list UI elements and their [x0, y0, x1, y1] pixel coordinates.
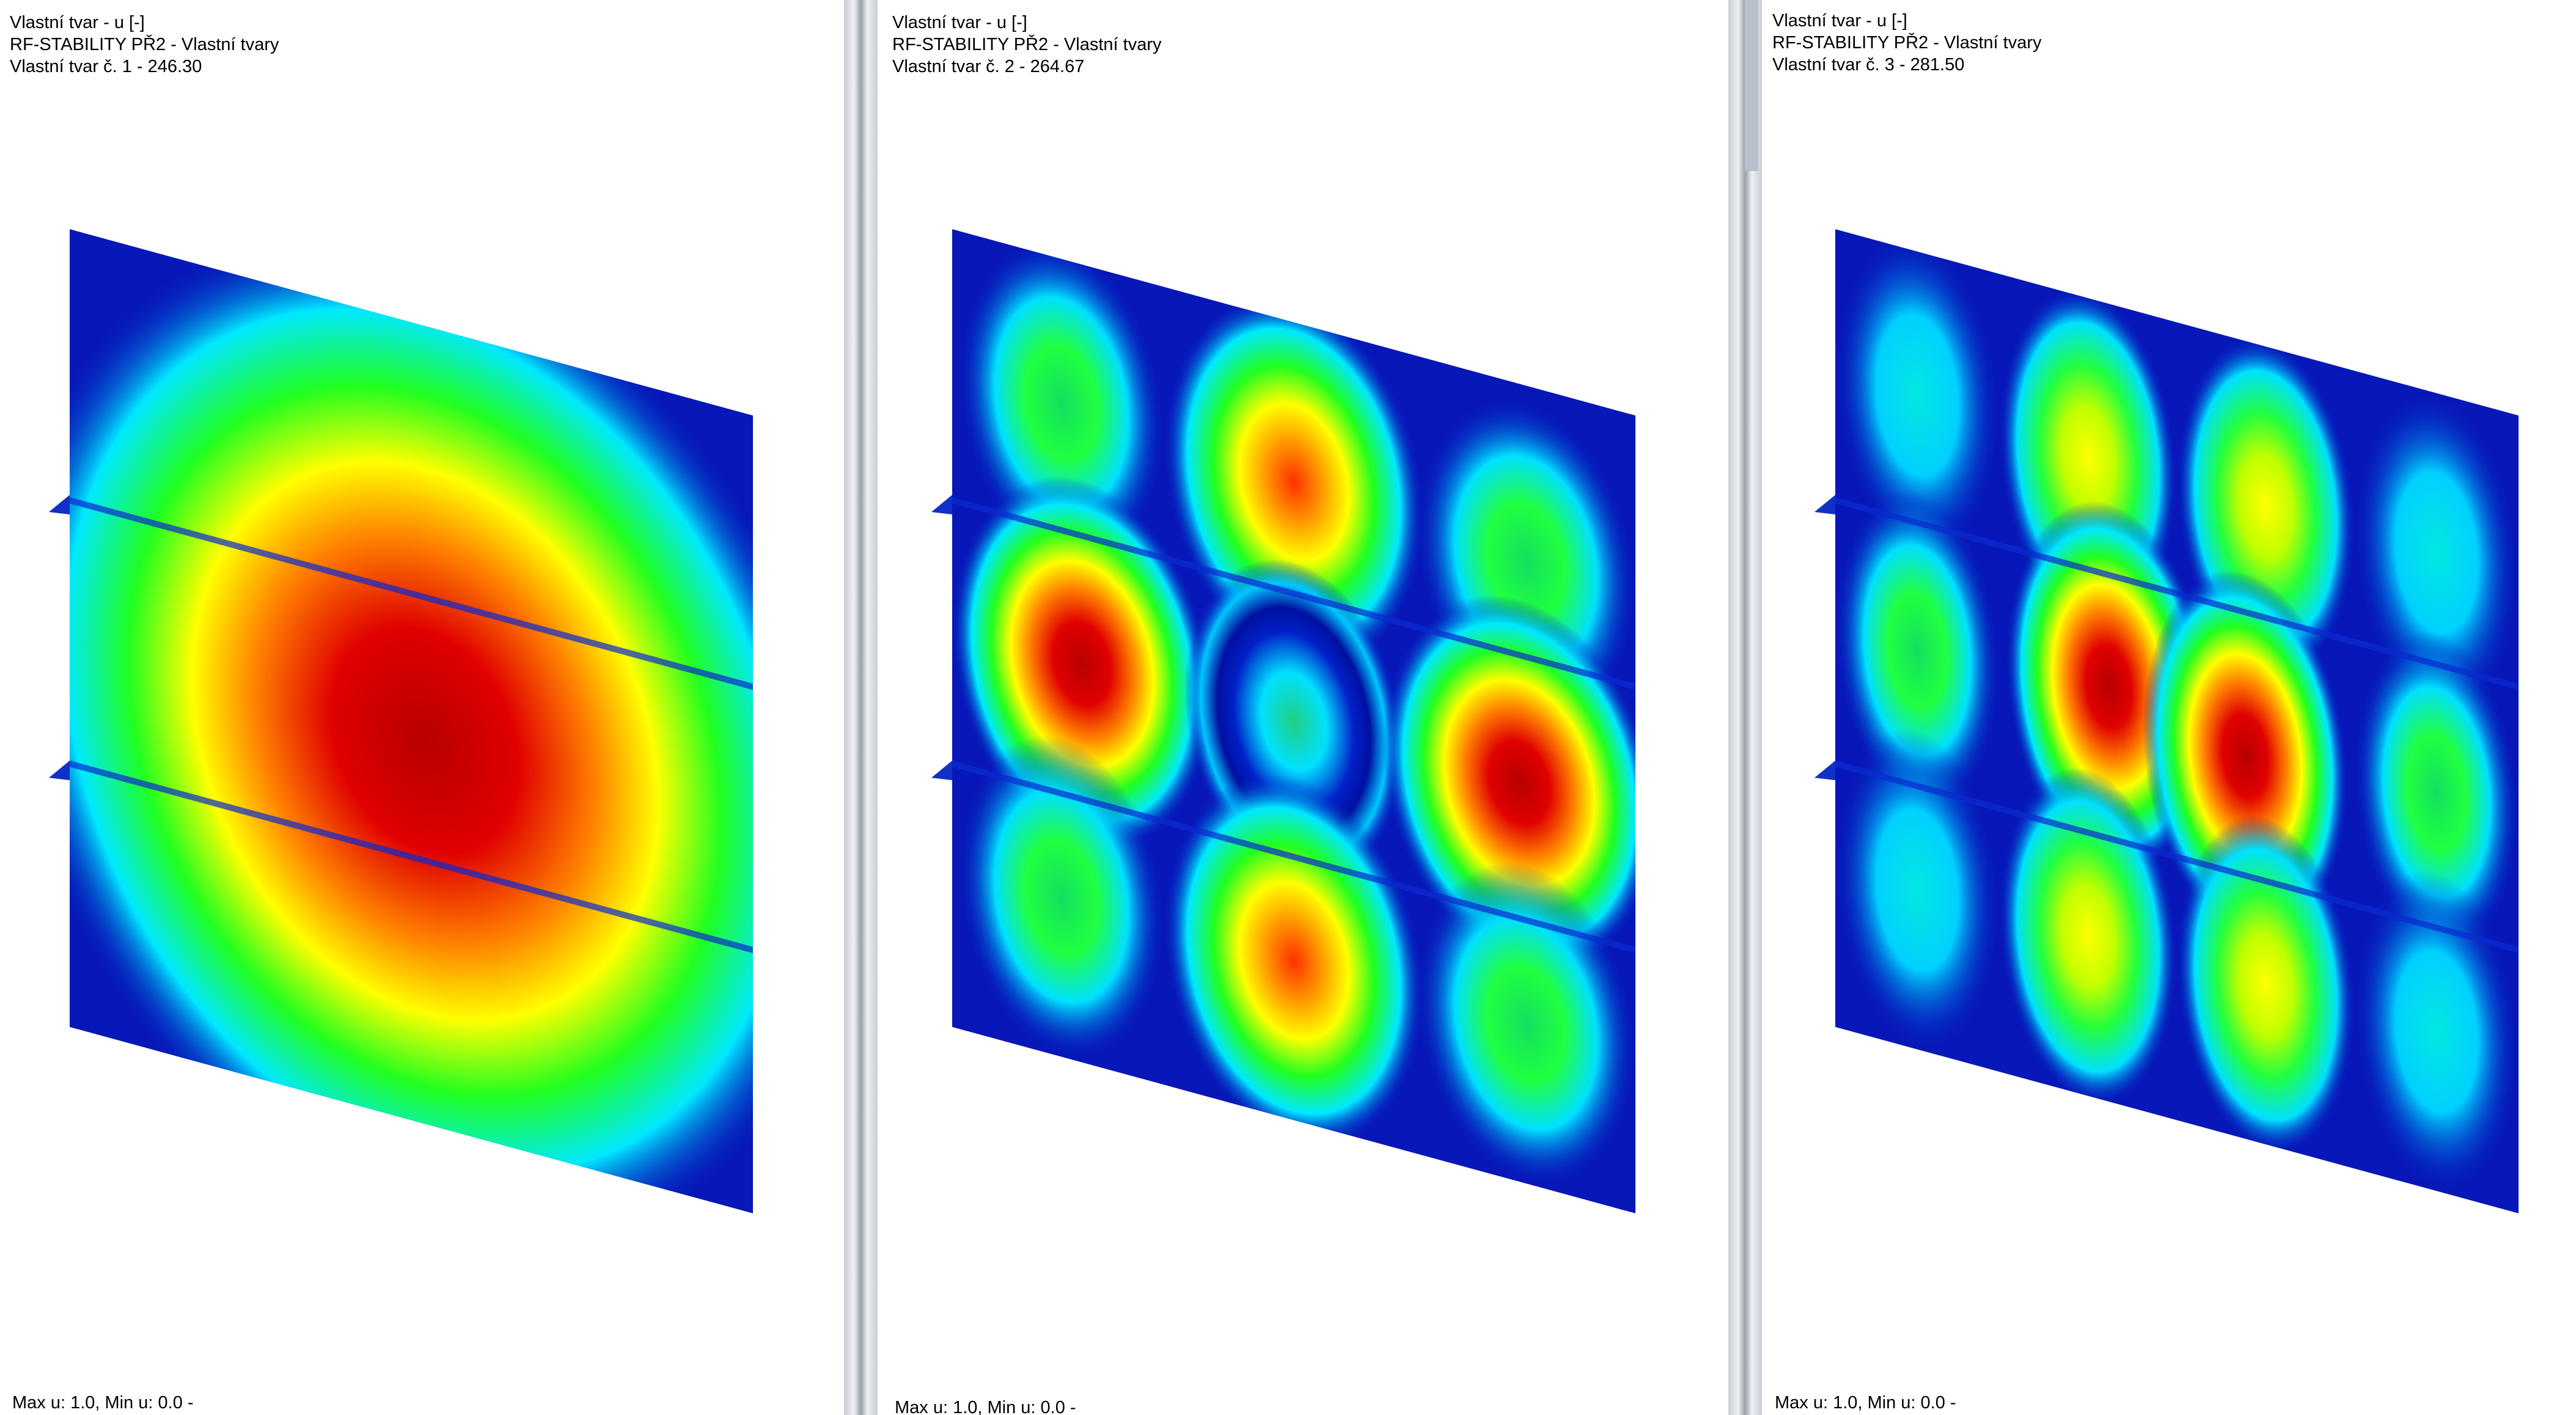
footer-info: Max u: 1.0, Min u: 0.0 - [895, 1398, 1076, 1415]
stiffener-edge [49, 761, 70, 780]
info-line: Vlastní tvar - u [-] [1772, 11, 1907, 31]
splitter[interactable] [1728, 0, 1762, 1415]
viewport-panel: Vlastní tvar - u [-]RF-STABILITY PŘ2 - V… [1772, 11, 2519, 1413]
contour-blob [1417, 861, 1635, 1186]
stiffener [952, 755, 1635, 954]
stiffener [1835, 491, 2519, 690]
contour-blob [70, 233, 753, 1213]
footer-info: Max u: 1.0, Min u: 0.0 - [1775, 1393, 1956, 1413]
info-line: Vlastní tvar č. 2 - 264.67 [892, 57, 1084, 76]
contour-blob [1164, 773, 1424, 1148]
contour-blob [959, 735, 1164, 1059]
contour-blob [1835, 233, 2000, 557]
stiffener-edge [1815, 761, 1835, 780]
stiffener-edge [49, 495, 70, 514]
info-line: RF-STABILITY PŘ2 - Vlastní tvary [892, 34, 1162, 54]
contour-blob [1382, 595, 1635, 970]
stiffener-edge [931, 495, 952, 514]
panels: Vlastní tvar - u [-]RF-STABILITY PŘ2 - V… [10, 11, 2519, 1415]
plate [1835, 229, 2519, 1213]
stiffener-edge [1815, 495, 1835, 514]
contour-blob [2177, 815, 2355, 1155]
contour-blob [2354, 631, 2519, 954]
contour-blob [959, 240, 1164, 565]
plate [952, 229, 1635, 1213]
stiffener-edge [931, 761, 952, 780]
info-line: RF-STABILITY PŘ2 - Vlastní tvary [10, 34, 279, 54]
splitter[interactable] [844, 0, 878, 1415]
info-line: Vlastní tvar - u [-] [892, 13, 1027, 32]
scrollbar[interactable] [1745, 0, 1758, 171]
stiffener [70, 755, 753, 954]
viewport-panel: Vlastní tvar - u [-] RF-STABILITY PŘ2 - V… [892, 13, 1635, 1415]
viewport-panel: Vlastní tvar - u [-] RF-STABILITY PŘ2 - V… [10, 13, 753, 1413]
contour-blob [1999, 767, 2177, 1106]
stiffener [952, 491, 1635, 690]
plate [70, 229, 753, 1213]
contour-blob [1835, 489, 2000, 812]
info-line: RF-STABILITY PŘ2 - Vlastní tvary [1772, 32, 2042, 53]
info-line: Vlastní tvar č. 3 - 281.50 [1772, 55, 1964, 75]
contour-blob [1835, 728, 2000, 1051]
footer-info: Max u: 1.0, Min u: 0.0 - [12, 1393, 194, 1413]
stiffener [70, 491, 753, 690]
stiffener [1835, 755, 2519, 954]
contour-blob [2354, 391, 2519, 714]
contour-blob [2354, 870, 2519, 1193]
info-line: Vlastní tvar - u [-] [10, 13, 145, 32]
info-line: Vlastní tvar č. 1 - 246.30 [10, 57, 202, 76]
